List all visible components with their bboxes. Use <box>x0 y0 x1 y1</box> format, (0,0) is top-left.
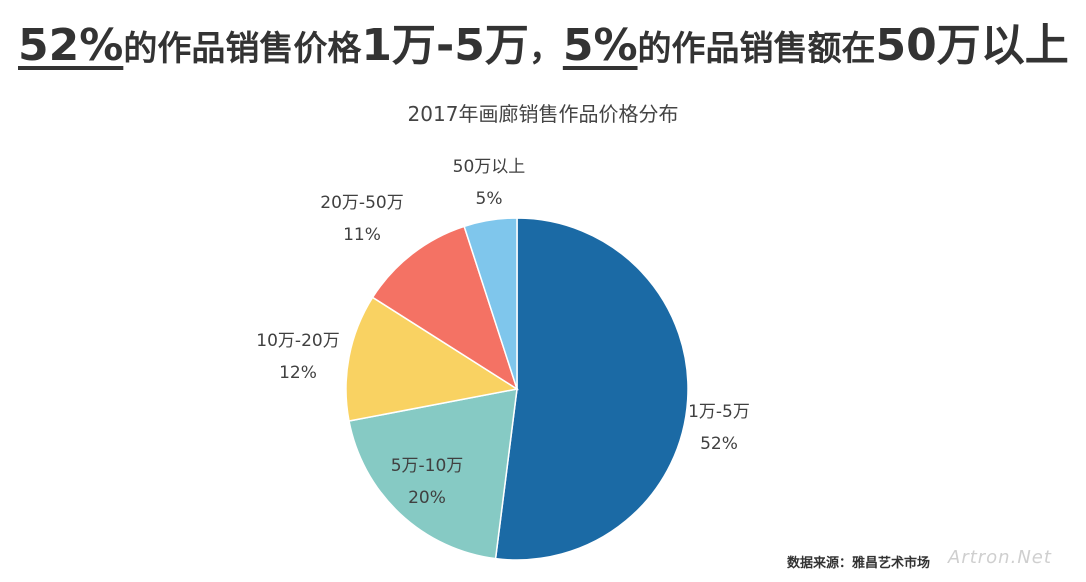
slice-label-5: 50万以上 5% <box>429 151 549 215</box>
slice-name: 1万-5万 <box>688 402 750 422</box>
slice-percent: 5% <box>475 189 503 209</box>
pie-slice-3 <box>345 296 520 422</box>
headline-separator: ， <box>528 29 563 69</box>
slice-name: 50万以上 <box>452 157 526 177</box>
pie-slice-4 <box>371 225 519 391</box>
slice-label-1: 1万-5万 52% <box>659 396 779 460</box>
slice-name: 10万-20万 <box>256 331 340 351</box>
data-source: 数据来源：雅昌艺术市场 <box>787 556 931 571</box>
headline-text-2: 的作品销售额在 <box>637 29 876 69</box>
pie-slice-2 <box>348 388 518 560</box>
slice-label-3: 10万-20万 12% <box>238 325 358 389</box>
headline-stat-1: 52% <box>18 20 124 71</box>
pie-slice-5 <box>463 217 518 390</box>
slice-percent: 52% <box>700 434 738 454</box>
slice-label-2: 5万-10万 20% <box>367 450 487 514</box>
headline-stat-2: 5% <box>562 20 638 71</box>
slice-percent: 20% <box>408 488 446 508</box>
chart-title: 2017年画廊销售作品价格分布 <box>407 102 679 126</box>
slice-percent: 12% <box>279 363 317 383</box>
slice-name: 20万-50万 <box>320 193 404 213</box>
slice-percent: 11% <box>343 225 381 245</box>
slice-name: 5万-10万 <box>390 456 464 476</box>
slice-label-4: 20万-50万 11% <box>302 187 422 251</box>
headline-text-1: 的作品销售价格 <box>123 29 362 69</box>
headline-range-2: 50万以上 <box>875 20 1069 71</box>
headline: 52%的作品销售价格1万-5万，5%的作品销售额在50万以上 <box>18 18 1069 77</box>
headline-range-1: 1万-5万 <box>361 20 529 71</box>
pie-slice-1 <box>494 217 689 561</box>
watermark: Artron.Net <box>948 547 1052 568</box>
